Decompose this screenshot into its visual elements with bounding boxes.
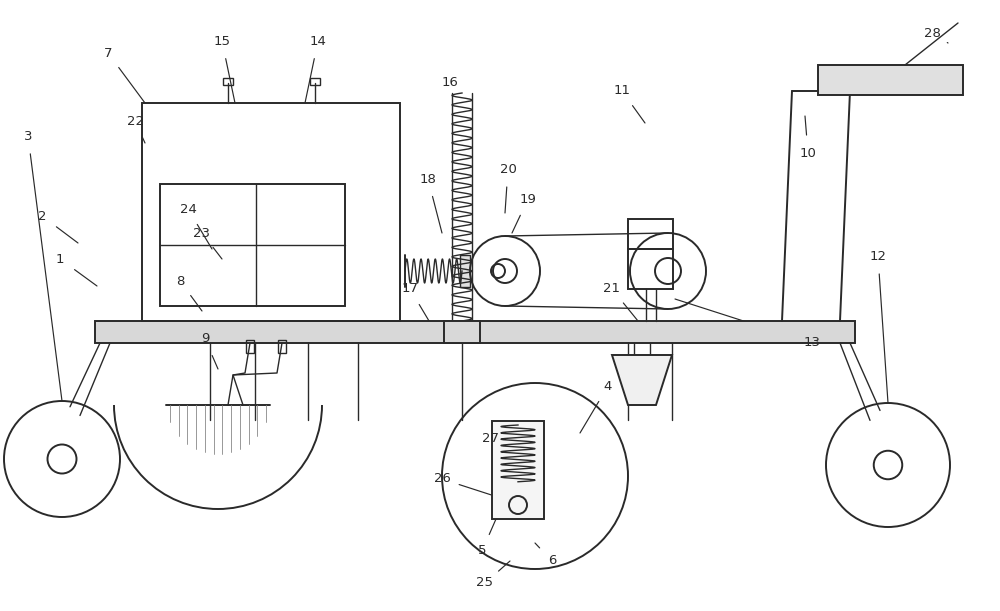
Text: 17: 17: [401, 282, 418, 296]
Bar: [160, 184, 345, 306]
Text: 13: 13: [803, 337, 820, 349]
Text: 28: 28: [924, 26, 940, 40]
Bar: [310, 78, 320, 85]
Bar: [278, 340, 286, 353]
Text: 23: 23: [194, 227, 210, 240]
Text: 9: 9: [201, 332, 209, 345]
Text: 1: 1: [56, 252, 64, 266]
Bar: [628, 219, 673, 249]
Bar: [223, 78, 233, 85]
Text: 3: 3: [24, 130, 32, 142]
Text: 12: 12: [869, 249, 886, 263]
Text: 15: 15: [214, 34, 231, 48]
Text: 18: 18: [420, 172, 436, 186]
Text: 21: 21: [604, 282, 620, 296]
Text: 6: 6: [548, 555, 556, 568]
Bar: [492, 421, 544, 519]
Bar: [460, 255, 470, 287]
Bar: [818, 65, 963, 95]
Bar: [142, 103, 400, 321]
Text: 7: 7: [104, 46, 112, 59]
Text: 10: 10: [800, 147, 816, 159]
Text: 2: 2: [38, 210, 46, 222]
Text: 24: 24: [180, 202, 196, 216]
Text: 19: 19: [520, 192, 536, 205]
Polygon shape: [612, 355, 672, 405]
Text: 8: 8: [176, 274, 184, 288]
Text: 5: 5: [478, 544, 486, 557]
Bar: [628, 249, 673, 289]
Text: 14: 14: [310, 34, 326, 48]
Text: 4: 4: [604, 379, 612, 392]
Bar: [444, 321, 480, 343]
Bar: [246, 340, 254, 353]
Text: 27: 27: [482, 433, 499, 445]
Text: 11: 11: [614, 84, 631, 98]
Text: 22: 22: [126, 114, 144, 128]
Text: 16: 16: [442, 76, 458, 89]
Text: 20: 20: [500, 163, 516, 175]
Bar: [95, 321, 855, 343]
Text: 26: 26: [434, 472, 450, 486]
Text: 25: 25: [476, 577, 493, 590]
